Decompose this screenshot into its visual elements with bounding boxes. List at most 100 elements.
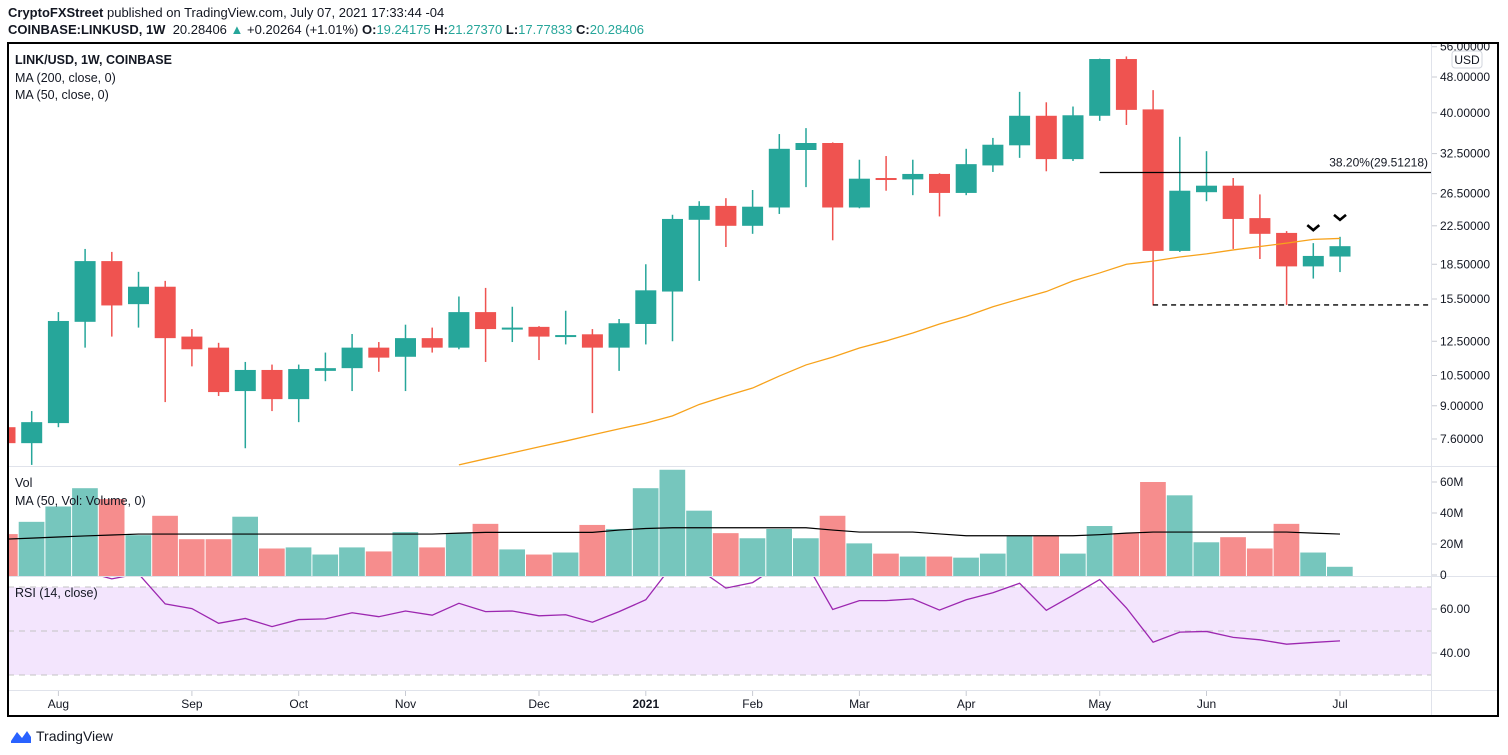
price-pane[interactable]: 38.20%(29.51218) (0, 56, 1431, 466)
candle-body (368, 347, 390, 358)
candle-up[interactable] (1089, 58, 1111, 121)
candle-body (555, 335, 577, 338)
candle-down[interactable] (929, 173, 950, 217)
legend-vol-ma[interactable]: MA (50, Vol: Volume, 0) (15, 494, 146, 508)
currency-label: USD (1454, 53, 1480, 67)
volume-bar (125, 535, 152, 576)
volume-pane[interactable] (0, 469, 1353, 577)
volume-bar (953, 557, 979, 576)
price-tick-label: 32.50000 (1440, 147, 1490, 161)
candle-body (795, 143, 817, 150)
candle-down[interactable] (208, 342, 230, 396)
candle-down[interactable] (875, 156, 897, 191)
candle-up[interactable] (501, 306, 523, 343)
time-tick-label: Sep (181, 697, 203, 711)
candle-up[interactable] (1329, 236, 1351, 273)
volume-bar (1033, 536, 1059, 576)
candle-down[interactable] (822, 142, 844, 241)
candle-body (47, 320, 69, 424)
candle-body (475, 312, 497, 330)
candle-body (421, 338, 443, 348)
candle-up[interactable] (902, 159, 924, 196)
candle-up[interactable] (662, 214, 683, 342)
legend-vol[interactable]: Vol (15, 476, 33, 490)
candle-down[interactable] (181, 329, 203, 367)
volume-tick-label: 40M (1440, 506, 1463, 520)
candle-down[interactable] (261, 364, 283, 412)
candle-down[interactable] (715, 198, 737, 247)
candle-up[interactable] (1169, 136, 1191, 252)
volume-ma-line[interactable] (5, 527, 1341, 540)
candle-down[interactable] (528, 326, 550, 361)
candle-down[interactable] (0, 427, 16, 444)
candle-up[interactable] (1009, 91, 1031, 158)
legend-ma200[interactable]: MA (200, close, 0) (15, 70, 116, 85)
price-tick-label: 48.00000 (1440, 70, 1490, 84)
rsi-pane[interactable] (8, 563, 1431, 676)
rsi-line[interactable] (85, 563, 1341, 645)
candle-up[interactable] (1062, 106, 1084, 161)
open-label: O: (361, 22, 377, 37)
candle-down[interactable] (101, 251, 123, 337)
candle-down[interactable] (368, 342, 390, 372)
candle-up[interactable] (448, 296, 470, 350)
candle-up[interactable] (768, 134, 790, 214)
candle-body (1302, 255, 1324, 267)
candle-body (929, 173, 950, 193)
candle-body (154, 286, 176, 339)
candle-down[interactable] (1249, 194, 1271, 260)
candle-up[interactable] (848, 159, 870, 209)
candle-body (848, 178, 870, 208)
publisher-name[interactable]: CryptoFXStreet (8, 5, 104, 20)
currency-badge[interactable] (1451, 50, 1483, 69)
candle-down[interactable] (154, 280, 176, 403)
rsi-legend[interactable]: RSI (14, close) (15, 586, 98, 600)
legend-ma50[interactable]: MA (50, close, 0) (15, 88, 109, 102)
time-tick-label: Dec (528, 697, 549, 711)
candle-up[interactable] (1196, 151, 1217, 202)
rsi-band (8, 587, 1431, 675)
candle-up[interactable] (288, 364, 310, 423)
time-tick-label: Jun (1197, 697, 1216, 711)
tradingview-brand[interactable]: TradingView (10, 728, 113, 744)
volume-bar (926, 556, 953, 576)
candle-body (234, 369, 256, 392)
candle-down[interactable] (1115, 56, 1137, 125)
candle-down[interactable] (1142, 90, 1164, 306)
candle-up[interactable] (74, 248, 96, 348)
candle-up[interactable] (1302, 243, 1324, 279)
candle-down[interactable] (1222, 178, 1244, 249)
candle-up[interactable] (395, 324, 416, 392)
last-price: 20.28406 (172, 22, 227, 37)
candle-up[interactable] (128, 271, 149, 328)
candle-up[interactable] (234, 361, 256, 449)
candle-up[interactable] (955, 148, 977, 196)
candle-up[interactable] (555, 310, 577, 345)
candle-up[interactable] (982, 137, 1004, 172)
candle-down[interactable] (421, 327, 443, 353)
time-tick-label: Mar (849, 697, 870, 711)
candle-up[interactable] (608, 318, 630, 371)
candle-up[interactable] (341, 334, 363, 392)
candle-up[interactable] (635, 264, 657, 345)
ma50-line[interactable] (458, 237, 1341, 466)
candle-up[interactable] (47, 312, 69, 428)
volume-bar (1246, 548, 1273, 576)
candle-body (768, 148, 790, 208)
candle-body (288, 369, 310, 400)
candle-up[interactable] (314, 352, 336, 382)
candle-up[interactable] (742, 190, 764, 234)
volume-bar (632, 488, 659, 576)
candle-down[interactable] (475, 287, 497, 362)
candle-down[interactable] (581, 329, 603, 414)
candle-up[interactable] (795, 128, 817, 188)
candle-up[interactable] (688, 201, 710, 281)
chevron-down-icon (1306, 224, 1321, 232)
candle-up[interactable] (21, 411, 43, 465)
time-tick-label: Oct (289, 697, 308, 711)
candle-down[interactable] (1035, 102, 1057, 172)
volume-bar (819, 515, 846, 576)
candle-body (208, 347, 230, 393)
price-tick-label: 40.00000 (1440, 106, 1490, 120)
